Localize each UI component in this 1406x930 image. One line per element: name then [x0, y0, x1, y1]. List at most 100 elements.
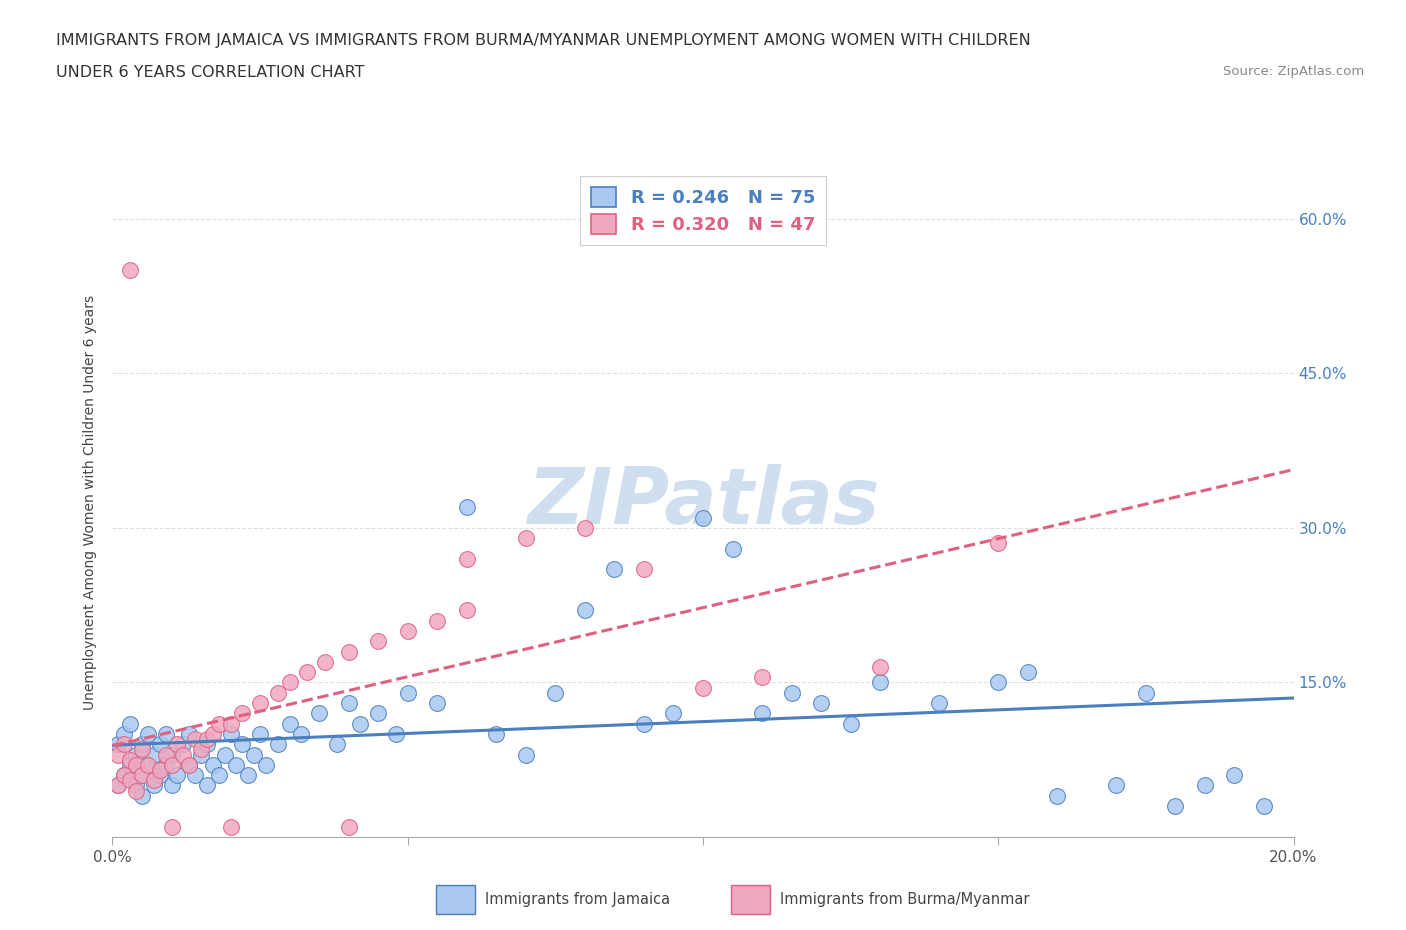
Point	[195, 732, 218, 747]
Point	[308, 706, 330, 721]
Point	[231, 706, 253, 721]
Point	[633, 562, 655, 577]
Point	[219, 819, 242, 834]
Point	[751, 670, 773, 684]
Point	[396, 685, 419, 700]
Point	[201, 726, 224, 741]
Point	[107, 778, 129, 793]
Point	[155, 757, 177, 772]
Point	[515, 747, 537, 762]
Point	[112, 726, 135, 741]
Point	[574, 603, 596, 618]
Point	[314, 655, 336, 670]
Point	[254, 757, 277, 772]
Point	[155, 747, 177, 762]
Point	[184, 768, 207, 783]
Point	[190, 742, 212, 757]
Point	[1105, 778, 1128, 793]
Point	[179, 757, 201, 772]
Bar	[436, 885, 475, 914]
Text: IMMIGRANTS FROM JAMAICA VS IMMIGRANTS FROM BURMA/MYANMAR UNEMPLOYMENT AMONG WOME: IMMIGRANTS FROM JAMAICA VS IMMIGRANTS FR…	[56, 33, 1031, 47]
Point	[456, 551, 478, 566]
Point	[267, 685, 290, 700]
Point	[810, 696, 832, 711]
Point	[426, 696, 449, 711]
Y-axis label: Unemployment Among Women with Children Under 6 years: Unemployment Among Women with Children U…	[83, 295, 97, 710]
Point	[184, 732, 207, 747]
Point	[692, 680, 714, 695]
Point	[297, 665, 319, 680]
Point	[278, 675, 301, 690]
Point	[208, 768, 231, 783]
Point	[385, 726, 408, 741]
Point	[120, 716, 142, 731]
Point	[160, 778, 183, 793]
Point	[120, 773, 142, 788]
Point	[155, 726, 177, 741]
Point	[160, 757, 183, 772]
Legend: R = 0.246   N = 75, R = 0.320   N = 47: R = 0.246 N = 75, R = 0.320 N = 47	[581, 177, 825, 246]
Point	[367, 706, 389, 721]
Point	[544, 685, 567, 700]
Point	[337, 819, 360, 834]
Point	[142, 773, 165, 788]
Point	[456, 500, 478, 515]
Point	[149, 737, 172, 751]
Point	[337, 696, 360, 711]
Text: ZIPatlas: ZIPatlas	[527, 464, 879, 540]
Point	[869, 659, 891, 674]
Point	[136, 757, 159, 772]
Point	[131, 768, 153, 783]
Point	[125, 778, 148, 793]
Point	[1164, 799, 1187, 814]
Point	[249, 696, 271, 711]
Point	[928, 696, 950, 711]
Text: UNDER 6 YEARS CORRELATION CHART: UNDER 6 YEARS CORRELATION CHART	[56, 65, 364, 80]
Point	[131, 789, 153, 804]
Point	[987, 536, 1010, 551]
Point	[166, 768, 188, 783]
Point	[142, 747, 165, 762]
Point	[231, 737, 253, 751]
Point	[515, 531, 537, 546]
Point	[107, 737, 129, 751]
Point	[219, 726, 242, 741]
Text: Immigrants from Jamaica: Immigrants from Jamaica	[485, 892, 671, 908]
Point	[751, 706, 773, 721]
Point	[278, 716, 301, 731]
Point	[166, 737, 188, 751]
Point	[1223, 768, 1246, 783]
Point	[1135, 685, 1157, 700]
Point	[125, 747, 148, 762]
Point	[112, 737, 135, 751]
Point	[131, 742, 153, 757]
Point	[249, 726, 271, 741]
Point	[125, 757, 148, 772]
Point	[574, 521, 596, 536]
Point	[396, 623, 419, 638]
Point	[160, 747, 183, 762]
Text: Immigrants from Burma/Myanmar: Immigrants from Burma/Myanmar	[780, 892, 1029, 908]
Point	[136, 757, 159, 772]
Point	[172, 747, 194, 762]
Point	[426, 613, 449, 628]
Point	[1017, 665, 1039, 680]
Point	[349, 716, 371, 731]
Point	[214, 747, 236, 762]
Point	[149, 763, 172, 777]
Point	[662, 706, 685, 721]
Point	[633, 716, 655, 731]
Point	[1194, 778, 1216, 793]
Point	[179, 757, 201, 772]
Point	[112, 768, 135, 783]
Point	[267, 737, 290, 751]
Point	[195, 737, 218, 751]
Point	[869, 675, 891, 690]
Point	[243, 747, 266, 762]
Point	[987, 675, 1010, 690]
Point	[190, 747, 212, 762]
Point	[721, 541, 744, 556]
Point	[112, 768, 135, 783]
Text: Source: ZipAtlas.com: Source: ZipAtlas.com	[1223, 65, 1364, 78]
Point	[136, 726, 159, 741]
